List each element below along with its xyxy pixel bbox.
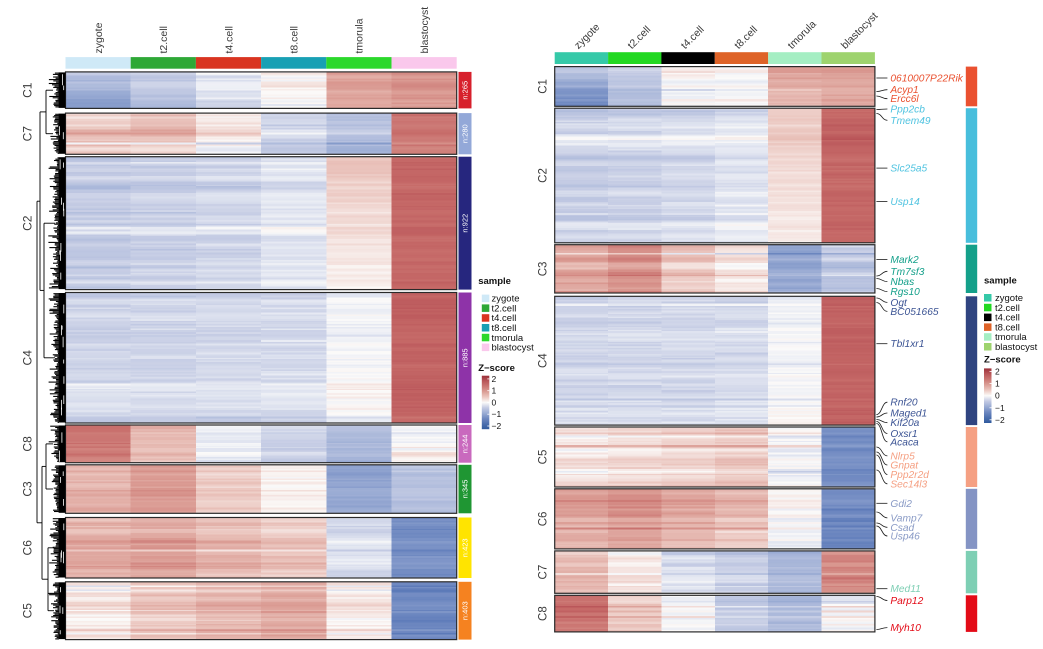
svg-text:C7: C7	[538, 565, 550, 580]
svg-text:Usp14: Usp14	[890, 197, 920, 208]
svg-text:C2: C2	[538, 168, 550, 183]
svg-text:tmorula: tmorula	[354, 18, 366, 53]
svg-text:zygote: zygote	[93, 22, 105, 53]
svg-text:zygote: zygote	[572, 21, 602, 51]
svg-text:tmorula: tmorula	[786, 18, 819, 51]
svg-text:Myh10: Myh10	[890, 623, 921, 634]
svg-text:blastocyst: blastocyst	[419, 7, 431, 54]
svg-text:Sec14l3: Sec14l3	[890, 479, 927, 490]
svg-text:Kif20a: Kif20a	[890, 418, 919, 429]
svg-text:C3: C3	[21, 481, 35, 497]
svg-text:Tbl1xr1: Tbl1xr1	[890, 339, 924, 350]
svg-text:Z−score: Z−score	[478, 363, 515, 374]
svg-text:C5: C5	[21, 603, 35, 619]
svg-text:sample: sample	[478, 276, 511, 287]
svg-text:C1: C1	[538, 79, 550, 94]
svg-text:Usp46: Usp46	[890, 532, 920, 543]
svg-text:Ppp2cb: Ppp2cb	[890, 105, 925, 116]
svg-text:t2.cell: t2.cell	[492, 303, 517, 314]
svg-text:1: 1	[492, 386, 497, 396]
svg-text:Oxsr1: Oxsr1	[890, 429, 917, 440]
svg-text:sample: sample	[984, 275, 1017, 286]
svg-text:Parp12: Parp12	[890, 596, 923, 607]
svg-text:Acyp1: Acyp1	[889, 85, 918, 96]
svg-text:n:885: n:885	[461, 348, 470, 367]
svg-text:Mark2: Mark2	[890, 255, 919, 266]
svg-text:t8.cell: t8.cell	[995, 322, 1020, 333]
svg-text:Ogt: Ogt	[890, 298, 908, 309]
svg-text:Nlrp5: Nlrp5	[890, 451, 915, 462]
svg-text:C4: C4	[538, 353, 550, 368]
svg-text:Gdi2: Gdi2	[890, 499, 912, 510]
svg-text:Med11: Med11	[890, 584, 920, 595]
svg-text:C1: C1	[21, 82, 35, 98]
svg-text:0610007P22Rik: 0610007P22Rik	[890, 74, 963, 85]
svg-text:n:423: n:423	[461, 538, 470, 557]
svg-text:C3: C3	[538, 262, 550, 277]
svg-text:C6: C6	[538, 512, 550, 527]
svg-text:Rgs10: Rgs10	[890, 287, 920, 298]
svg-text:Z−score: Z−score	[984, 355, 1021, 366]
svg-text:t2.cell: t2.cell	[158, 26, 170, 53]
svg-text:t4.cell: t4.cell	[995, 313, 1020, 324]
svg-text:−2: −2	[995, 415, 1005, 425]
svg-text:t2.cell: t2.cell	[995, 303, 1020, 314]
svg-text:Maged1: Maged1	[890, 409, 927, 420]
svg-text:Csad: Csad	[890, 523, 914, 534]
svg-text:n:244: n:244	[461, 435, 470, 454]
svg-text:0: 0	[995, 391, 1000, 401]
svg-text:t4.cell: t4.cell	[492, 313, 517, 324]
svg-text:C5: C5	[538, 450, 550, 465]
svg-text:t4.cell: t4.cell	[679, 24, 707, 52]
svg-text:−2: −2	[492, 421, 502, 431]
svg-text:tmorula: tmorula	[995, 332, 1027, 343]
svg-text:zygote: zygote	[492, 294, 520, 305]
svg-text:n:403: n:403	[461, 601, 470, 620]
svg-text:blastocyst: blastocyst	[492, 343, 535, 354]
svg-text:Rnf20: Rnf20	[890, 398, 918, 409]
svg-text:t8.cell: t8.cell	[289, 26, 301, 53]
svg-text:C8: C8	[21, 436, 35, 452]
svg-text:C4: C4	[21, 350, 35, 366]
svg-text:n:280: n:280	[461, 124, 470, 143]
svg-text:t8.cell: t8.cell	[492, 323, 517, 334]
svg-text:−1: −1	[492, 409, 502, 419]
svg-text:C2: C2	[21, 215, 35, 231]
svg-text:n:265: n:265	[461, 81, 470, 100]
svg-text:t8.cell: t8.cell	[732, 24, 760, 52]
svg-text:BC051665: BC051665	[890, 307, 938, 318]
svg-text:Tm7sf3: Tm7sf3	[890, 267, 924, 278]
svg-text:Vamp7: Vamp7	[890, 513, 922, 524]
svg-text:n:922: n:922	[461, 214, 470, 233]
svg-text:2: 2	[492, 374, 497, 384]
svg-text:Tmem49: Tmem49	[890, 116, 931, 127]
svg-text:tmorula: tmorula	[492, 333, 524, 344]
svg-text:Gnpat: Gnpat	[890, 461, 919, 472]
svg-text:Acaca: Acaca	[889, 437, 919, 448]
svg-text:C7: C7	[21, 126, 35, 142]
svg-text:zygote: zygote	[995, 293, 1023, 304]
svg-text:Ercc6l: Ercc6l	[890, 94, 919, 105]
svg-text:blastocyst: blastocyst	[839, 10, 881, 52]
svg-text:Ppp2r2d: Ppp2r2d	[890, 470, 929, 481]
svg-text:2: 2	[995, 367, 1000, 377]
svg-text:0: 0	[492, 397, 497, 407]
svg-text:n:345: n:345	[461, 480, 470, 499]
svg-text:t2.cell: t2.cell	[625, 24, 653, 52]
svg-text:blastocyst: blastocyst	[995, 342, 1038, 353]
svg-text:C6: C6	[21, 540, 35, 556]
svg-text:1: 1	[995, 379, 1000, 389]
svg-text:Nbas: Nbas	[890, 277, 914, 288]
svg-text:Slc25a5: Slc25a5	[890, 164, 927, 175]
svg-text:C8: C8	[538, 606, 550, 621]
svg-text:t4.cell: t4.cell	[223, 26, 235, 53]
svg-text:−1: −1	[995, 403, 1005, 413]
